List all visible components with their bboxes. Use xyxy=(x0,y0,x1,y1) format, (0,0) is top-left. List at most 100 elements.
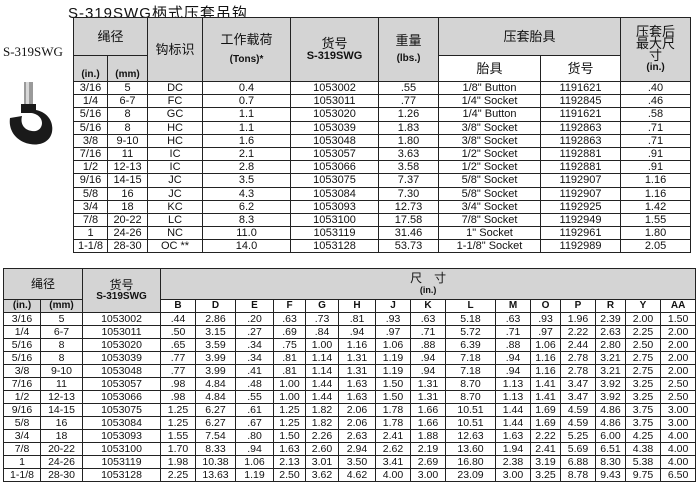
table-cell: .65 xyxy=(160,338,197,352)
table-cell: 6.50 xyxy=(660,468,697,482)
table-cell: .61 xyxy=(235,403,275,417)
table-cell: 3/8" Socket xyxy=(438,120,542,135)
table-cell: 12-13 xyxy=(39,390,84,404)
table-cell: 6-7 xyxy=(106,94,149,109)
table-cell: 17.58 xyxy=(378,212,440,228)
table-cell: IC xyxy=(147,160,204,175)
table-cell: 1 xyxy=(3,455,41,469)
table-cell: 1.13 xyxy=(495,377,532,391)
table-cell: 1053002 xyxy=(82,312,162,326)
table-cell: .88 xyxy=(495,338,532,352)
table-cell: 2.78 xyxy=(560,364,597,378)
table-cell: 4.59 xyxy=(560,416,597,430)
table-cell: 5/8 xyxy=(73,186,108,201)
header-max-size: 压套后最大尺寸 (in.) xyxy=(620,17,692,82)
table-cell: 1.06 xyxy=(375,338,412,352)
table-cell: 9-10 xyxy=(39,364,84,378)
table-cell: 2.78 xyxy=(560,351,597,365)
table-cell: .81 xyxy=(273,364,307,378)
table-cell: 1-1/8 xyxy=(3,468,41,482)
header-mm: (mm) xyxy=(39,299,84,313)
table-cell: 2.38 xyxy=(495,455,532,469)
table-cell: 2.25 xyxy=(625,325,662,339)
table-cell: .73 xyxy=(305,312,340,326)
table-cell: 3/16 xyxy=(3,312,41,326)
table-cell: 1192863 xyxy=(540,120,622,135)
table-row: 1-1/8 28-30 1053128 2.25 13.63 1.19 2.50 3.62 4.… xyxy=(3,468,697,482)
header-dim-l: L xyxy=(445,299,497,313)
table-cell: .63 xyxy=(273,312,307,326)
header-dim-d: D xyxy=(195,299,237,313)
table-cell: 2.63 xyxy=(595,325,627,339)
table-cell: 1.96 xyxy=(560,312,597,326)
table-cell: .63 xyxy=(495,312,532,326)
table-cell: 5/16 xyxy=(3,351,41,365)
table-cell: 5/16 xyxy=(3,338,41,352)
table-cell: .55 xyxy=(235,390,275,404)
table-cell: 1.13 xyxy=(495,390,532,404)
table-cell: 1053119 xyxy=(82,455,162,469)
weight-unit: (lbs.) xyxy=(396,52,421,64)
table-cell: 1053084 xyxy=(290,186,380,201)
table-cell: 6.27 xyxy=(195,416,237,430)
table-cell: 1053011 xyxy=(82,325,162,339)
table-cell: 1.44 xyxy=(495,416,532,430)
table-cell: 1.06 xyxy=(235,455,275,469)
table-cell: 4.25 xyxy=(625,429,662,443)
table-cell: 11.0 xyxy=(202,226,292,241)
table-cell: 1053048 xyxy=(82,364,162,378)
table-cell: 1.16 xyxy=(338,338,377,352)
header-in: (in.) xyxy=(73,55,108,82)
table-cell: 1-1/8" Socket xyxy=(438,239,542,254)
table-cell: JC xyxy=(147,173,204,188)
table-cell: 3.99 xyxy=(195,364,237,378)
table-cell: 1.6 xyxy=(202,133,292,148)
table-cell: .77 xyxy=(160,351,197,365)
table-cell: 4.84 xyxy=(195,377,237,391)
table-cell: LC xyxy=(147,212,204,228)
max-size-unit: (in.) xyxy=(646,61,665,73)
table-cell: 3.92 xyxy=(595,390,627,404)
table-cell: 1/4" Socket xyxy=(438,94,542,109)
table-cell: 12-13 xyxy=(106,160,149,175)
table-cell: 1.63 xyxy=(495,429,532,443)
table-cell: 2.86 xyxy=(195,312,237,326)
header-mm: (mm) xyxy=(106,55,149,82)
table-row: 5/8 16 JC 4.3 1053084 7.30 5/8" Socket 1192907 1… xyxy=(73,186,692,201)
table-cell: 10.38 xyxy=(195,455,237,469)
table-cell: 1053020 xyxy=(290,107,380,122)
header-dims: 尺 寸 (in.) xyxy=(160,268,697,300)
table-cell: 7/8 xyxy=(73,212,108,228)
table-cell: 1053057 xyxy=(82,377,162,391)
table-cell: 1/2 xyxy=(3,390,41,404)
table-cell: 1053057 xyxy=(290,146,380,162)
table-cell: 4.3 xyxy=(202,186,292,201)
table-cell: 3.00 xyxy=(660,416,697,430)
table-cell: 23.09 xyxy=(445,468,497,482)
table-cell: 16 xyxy=(39,416,84,430)
table-cell: .44 xyxy=(160,312,197,326)
table-cell: .94 xyxy=(338,325,377,339)
table-cell: 4.86 xyxy=(595,403,627,417)
table-cell: 1.25 xyxy=(273,403,307,417)
table-cell: 3.5 xyxy=(202,173,292,188)
table-cell: 1192907 xyxy=(540,173,622,188)
table-cell: 1/2" Socket xyxy=(438,160,542,175)
table-cell: 4.38 xyxy=(625,442,662,456)
table-cell: 3.00 xyxy=(410,468,447,482)
table-cell: 5/8" Socket xyxy=(438,186,542,201)
table-cell: 3.75 xyxy=(625,403,662,417)
table-cell: .63 xyxy=(410,312,447,326)
table-cell: .91 xyxy=(620,146,692,162)
table-cell: 3.47 xyxy=(560,390,597,404)
table-cell: 24-26 xyxy=(106,226,149,241)
table-cell: .93 xyxy=(375,312,412,326)
table-cell: 1.25 xyxy=(160,403,197,417)
table-cell: 1.50 xyxy=(273,429,307,443)
table-cell: 3/4" Socket xyxy=(438,199,542,214)
table-cell: 3.92 xyxy=(595,377,627,391)
table-cell: 3.62 xyxy=(305,468,340,482)
table-row: 7/8 20-22 1053100 1.70 8.33.94 1.63 2.60 2.94 2.… xyxy=(3,442,697,456)
table-cell: 1.69 xyxy=(530,403,562,417)
table-cell: 3.15 xyxy=(195,325,237,339)
